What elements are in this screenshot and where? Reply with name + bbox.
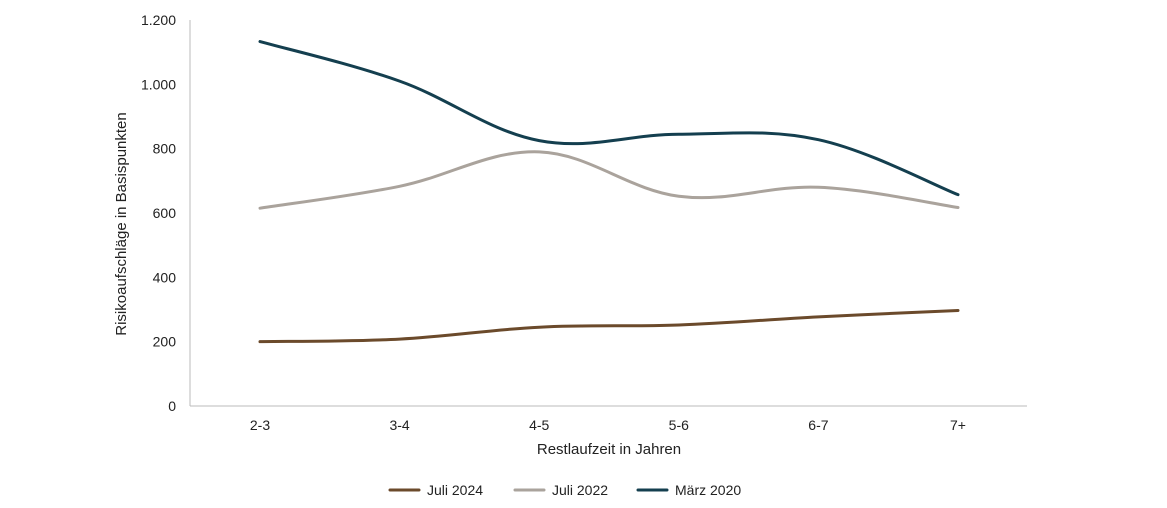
- legend-label: Juli 2024: [427, 482, 483, 498]
- series-line-2: [258, 150, 960, 210]
- y-tick-label: 600: [153, 205, 177, 221]
- y-tick-label: 1.000: [141, 76, 176, 92]
- y-tick-label: 800: [153, 141, 177, 157]
- y-tick-label: 0: [168, 398, 176, 414]
- legend-label: März 2020: [675, 482, 741, 498]
- y-axis-ticks: 0 200 400 600 800 1.000 1.200: [141, 12, 176, 414]
- series-lines: [258, 40, 960, 344]
- chart-axes: [189, 20, 1027, 407]
- x-tick-label: 2-3: [250, 417, 270, 433]
- x-axis-ticks: 2-3 3-4 4-5 5-6 6-7 7+: [250, 417, 966, 433]
- y-tick-label: 200: [153, 334, 177, 350]
- x-axis-title: Restlaufzeit in Jahren: [537, 441, 681, 458]
- legend-label: Juli 2022: [552, 482, 608, 498]
- x-tick-label: 3-4: [389, 417, 409, 433]
- y-tick-label: 1.200: [141, 12, 176, 28]
- x-tick-label: 5-6: [669, 417, 689, 433]
- y-axis-title: Risikoaufschläge in Basispunkten: [113, 112, 130, 335]
- legend: Juli 2024 Juli 2022 März 2020: [388, 482, 741, 498]
- series-line-1: [258, 308, 960, 344]
- x-tick-label: 4-5: [529, 417, 549, 433]
- x-tick-label: 6-7: [808, 417, 828, 433]
- y-tick-label: 400: [153, 269, 177, 285]
- x-tick-label: 7+: [950, 417, 966, 433]
- series-line-3: [258, 40, 960, 197]
